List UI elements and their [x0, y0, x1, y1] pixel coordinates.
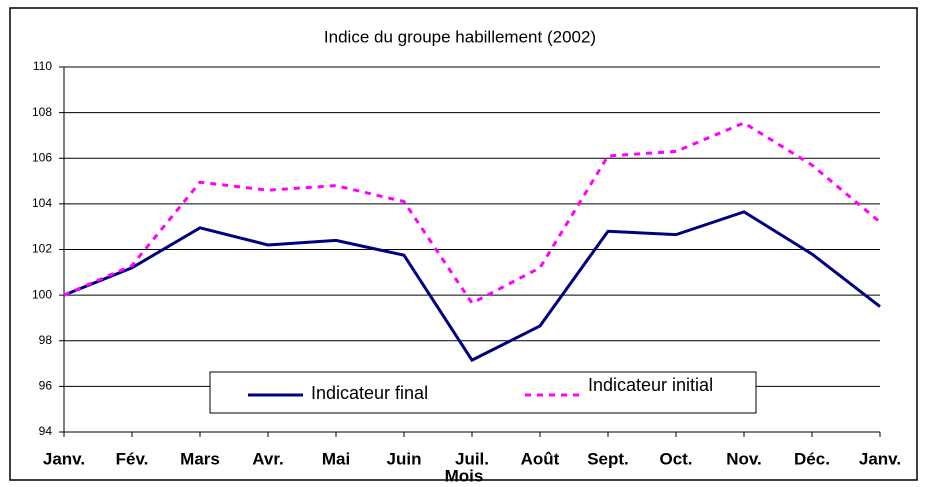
- y-tick-label: 102: [32, 242, 52, 256]
- y-tick-label: 96: [39, 379, 53, 393]
- series-line: [63, 210, 881, 363]
- x-tick-label: Déc.: [794, 449, 830, 468]
- x-tick-label: Nov.: [726, 449, 762, 468]
- x-tick-label: Janv.: [43, 449, 85, 468]
- legend-label: Indicateur initial: [588, 375, 713, 395]
- x-tick-label: Sept.: [587, 449, 629, 468]
- x-axis-label: Mois: [445, 466, 484, 485]
- x-tick-label: Juil.: [455, 449, 489, 468]
- y-tick-label: 98: [39, 333, 53, 347]
- x-tick-label: Fév.: [116, 449, 149, 468]
- x-tick-label: Mai: [322, 449, 350, 468]
- x-tick-label: Juin: [387, 449, 422, 468]
- legend-label: Indicateur final: [311, 383, 428, 403]
- y-tick-label: 110: [33, 59, 52, 73]
- x-tick-label: Avr.: [252, 449, 284, 468]
- x-tick-label: Janv.: [859, 449, 901, 468]
- y-tick-label: 108: [32, 105, 52, 119]
- x-tick-label: Août: [521, 449, 560, 468]
- series-line: [63, 121, 881, 306]
- y-tick-label: 94: [39, 424, 53, 438]
- x-tick-label: Mars: [180, 449, 220, 468]
- legend-box: [209, 371, 757, 414]
- y-tick-label: 104: [32, 196, 52, 210]
- x-tick-label: Oct.: [659, 449, 692, 468]
- chart-title: Indice du groupe habillement (2002): [324, 27, 596, 46]
- y-tick-label: 100: [32, 287, 52, 301]
- y-tick-label: 106: [32, 150, 52, 164]
